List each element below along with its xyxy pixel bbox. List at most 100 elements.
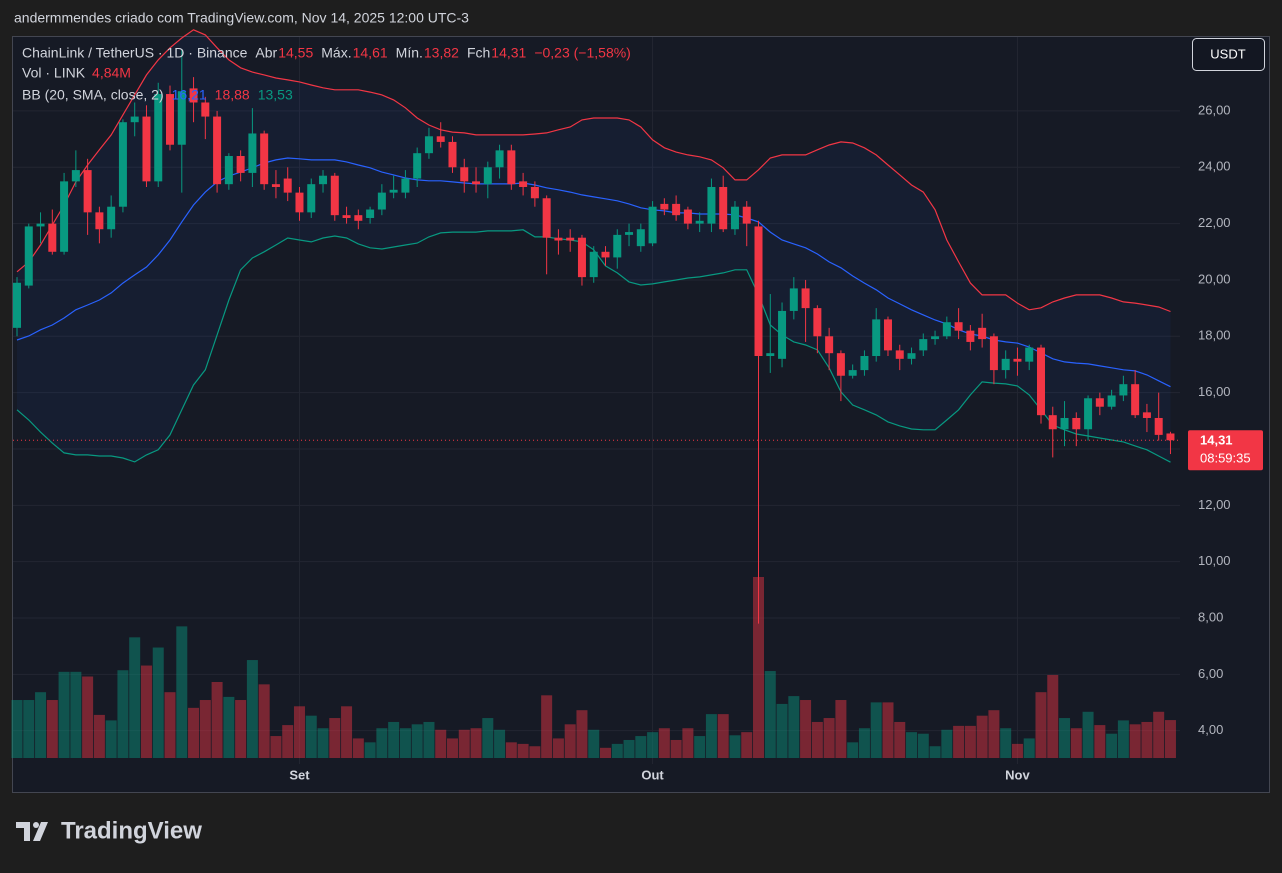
volume-bar: [341, 706, 353, 758]
candle-body: [401, 178, 410, 193]
y-tick-label: 24,00: [1198, 159, 1231, 174]
volume-bar: [458, 729, 470, 758]
volume-bar: [82, 676, 94, 758]
candle-body: [495, 150, 504, 168]
candle-body: [330, 175, 339, 216]
volume-bar: [600, 747, 611, 758]
brand-name[interactable]: TradingView: [61, 817, 202, 844]
candle-body: [954, 322, 963, 331]
candle-body: [978, 327, 987, 340]
volume-bar: [729, 735, 741, 758]
candle-body: [672, 203, 681, 216]
volume-bar: [835, 700, 847, 758]
currency-button-label[interactable]: USDT: [1210, 46, 1245, 61]
volume-bar: [164, 692, 176, 758]
volume-bar: [282, 725, 294, 758]
candle-body: [460, 167, 469, 182]
band-fill: [17, 29, 1171, 463]
volume-bar: [1059, 718, 1071, 758]
last-price-label: 14,31: [1200, 433, 1233, 448]
candle-body: [625, 232, 634, 235]
volume-bar: [1153, 711, 1165, 758]
legend-ohlc-label: Máx.: [321, 45, 351, 61]
candle-body: [883, 319, 892, 351]
candle-body: [660, 203, 669, 210]
volume-bar: [399, 728, 411, 758]
y-tick-label: 18,00: [1198, 328, 1231, 343]
volume-bar: [847, 742, 859, 758]
candle-body: [907, 353, 916, 359]
volume-bar: [176, 626, 188, 758]
candle-body: [130, 116, 139, 123]
legend-bb-value: 18,88: [215, 87, 250, 103]
volume-bar: [776, 703, 788, 758]
candle-body: [742, 206, 751, 224]
bollinger-upper: [16, 29, 1171, 313]
volume-bar: [753, 577, 765, 758]
volume-bar: [705, 714, 717, 758]
volume-bar: [1082, 711, 1094, 758]
volume-bar: [1141, 721, 1153, 758]
legend-change: −0,23 (−1,58%): [534, 45, 631, 61]
volume-bar: [517, 743, 529, 758]
volume-bar: [46, 700, 58, 758]
candle-body: [107, 206, 116, 230]
candle-body: [1166, 433, 1175, 441]
candle-body: [1131, 384, 1140, 416]
volume-bar: [305, 715, 317, 758]
candle-body: [201, 102, 210, 117]
candle-body: [366, 209, 375, 218]
candle-body: [307, 184, 316, 213]
y-tick-label: 26,00: [1198, 102, 1231, 117]
currency-button-box[interactable]: [1192, 38, 1265, 71]
candle-body: [448, 141, 457, 168]
volume-bar: [823, 718, 835, 758]
volume-bar: [647, 732, 659, 758]
brand[interactable]: TradingView: [16, 817, 202, 844]
y-tick-label: 20,00: [1198, 271, 1231, 286]
candle-body: [836, 353, 845, 376]
candle-body: [83, 170, 92, 213]
candle-body: [1107, 395, 1116, 407]
volume-bar: [964, 725, 976, 758]
candle-body: [472, 181, 481, 185]
y-tick-label: 4,00: [1198, 722, 1223, 737]
candle-body: [613, 234, 622, 258]
y-tick-label: 10,00: [1198, 553, 1231, 568]
candle-body: [1119, 384, 1128, 396]
candle-body: [319, 175, 328, 185]
candle-body: [566, 237, 575, 241]
volume-bar: [576, 710, 588, 758]
volume-bar: [717, 714, 729, 758]
candle-body: [942, 322, 951, 337]
volume-bar: [1047, 674, 1059, 758]
brand-logo[interactable]: [16, 822, 48, 841]
candle-body: [1001, 358, 1010, 371]
candle-body: [707, 186, 716, 224]
volume-bar: [800, 700, 812, 758]
currency-button[interactable]: USDT: [1192, 38, 1265, 71]
volume-bar: [70, 671, 82, 758]
volume-bar: [211, 681, 223, 758]
legend-bb-value: 16,21: [172, 87, 207, 103]
legend-volume-title: Vol · LINK: [22, 65, 86, 81]
legend-symbol: ChainLink / TetherUS · 1D · Binance: [22, 45, 248, 61]
candle-body: [860, 356, 869, 371]
volume-bar: [1164, 720, 1176, 758]
candle-body: [1060, 417, 1069, 430]
candle-body: [354, 215, 363, 221]
candle-body: [519, 181, 528, 187]
candle-body: [530, 186, 539, 199]
grid: [13, 37, 1180, 764]
volume-bar: [682, 728, 694, 758]
volume-bar: [317, 728, 329, 758]
brand-logo-dot[interactable]: [33, 822, 39, 828]
volume-bar: [764, 671, 776, 758]
candle-body: [236, 156, 245, 173]
candle-body: [48, 223, 57, 252]
volume-bar: [258, 684, 270, 758]
legend-bb-title: BB (20, SMA, close, 2): [22, 87, 164, 103]
candle-body: [260, 133, 269, 185]
candle-body: [848, 370, 857, 376]
